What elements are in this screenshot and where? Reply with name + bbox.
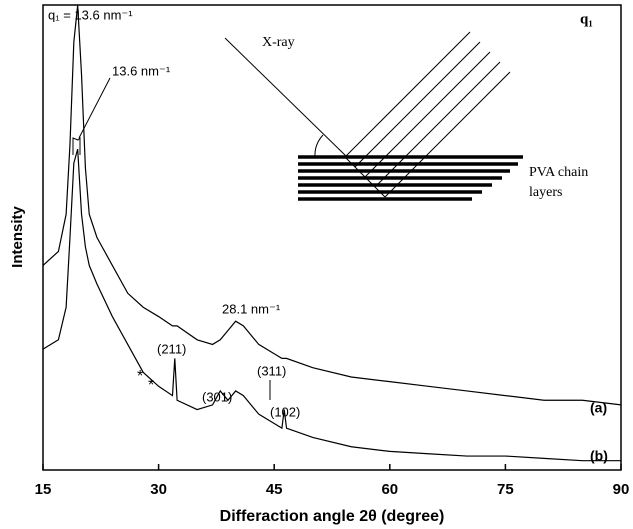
x-tick-label: 45 (266, 481, 283, 498)
annotation: 13.6 nm⁻¹ (112, 63, 171, 78)
annotation: (311) (257, 363, 286, 378)
data-line (42, 4, 622, 406)
annotation: 28.1 nm⁻¹ (222, 301, 281, 316)
inset-label: q₁ (580, 11, 593, 27)
inset-label: PVA chain (529, 165, 588, 180)
bracket (72, 136, 81, 155)
x-tick-label: 15 (35, 481, 52, 498)
x-tick-label: 60 (381, 481, 398, 498)
annotation: (211) (157, 341, 186, 356)
x-axis-label: Differaction angle 2θ (degree) (220, 508, 445, 525)
annotation: q₁ = 13.6 nm⁻¹ (48, 7, 133, 22)
inset-diagram (224, 31, 523, 201)
inset-label: X-ray (262, 35, 295, 50)
y-axis-label: Intensity (9, 206, 26, 268)
annotation: * (148, 377, 154, 394)
x-tick-label: 75 (497, 481, 514, 498)
plot-frame (42, 4, 622, 471)
ray (224, 37, 348, 158)
angle-arc (314, 134, 324, 158)
annotation: (102) (270, 404, 300, 419)
x-tick-label: 90 (613, 481, 630, 498)
annotation: * (137, 368, 143, 385)
inset-label: layers (529, 185, 562, 200)
reflected-rays (344, 31, 511, 198)
x-tick-label: 30 (150, 481, 167, 498)
series-label: (a) (590, 400, 607, 416)
data-line (42, 148, 621, 462)
series-label: (b) (590, 448, 608, 464)
